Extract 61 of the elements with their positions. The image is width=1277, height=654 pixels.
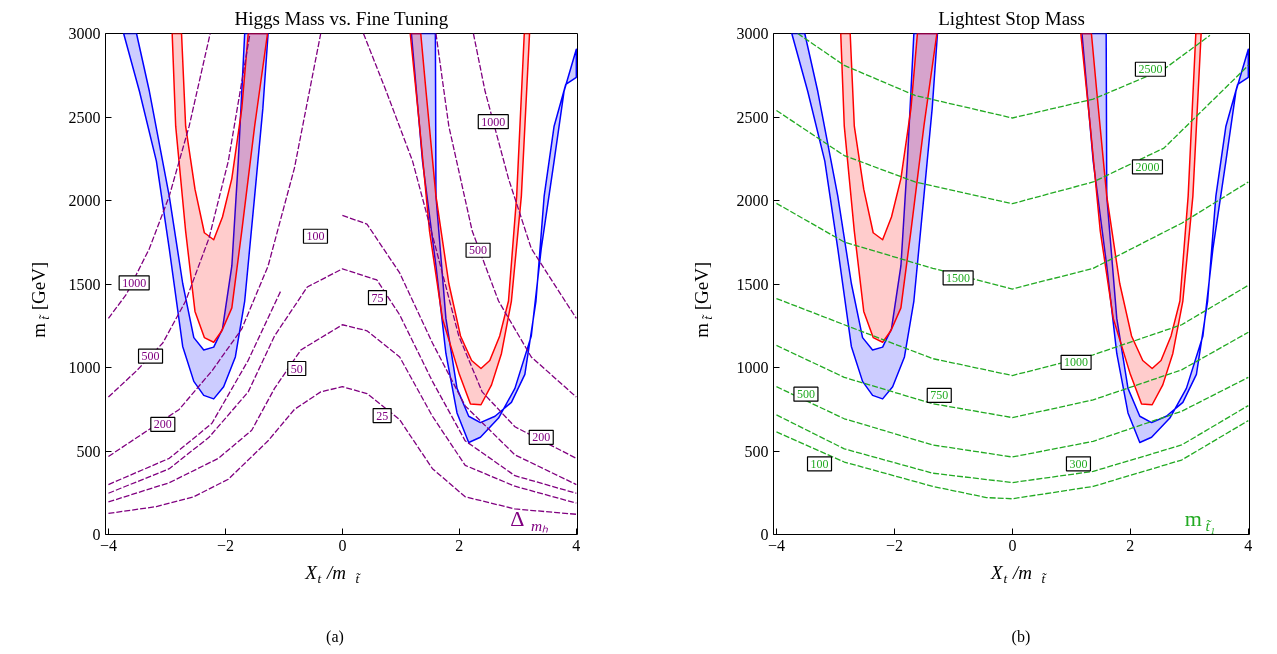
- y-tick-label: 1000: [736, 359, 769, 376]
- annotation: 1000: [1064, 355, 1089, 370]
- x-tick-label: 4: [1244, 536, 1253, 554]
- x-tick-label: 2: [455, 536, 464, 554]
- x-tick-label: −4: [767, 536, 785, 554]
- annotation: 1000: [122, 275, 147, 290]
- y-axis-title: mt̃ [GeV]: [28, 261, 52, 338]
- annotation: 1000: [481, 114, 506, 129]
- annotation: 300: [1069, 456, 1088, 471]
- annotation: 500: [796, 387, 815, 402]
- x-tick-label: 0: [1008, 536, 1017, 554]
- x-tick-label: −2: [885, 536, 903, 554]
- x-tick-label: −2: [216, 536, 234, 554]
- y-tick-label: 2500: [68, 108, 101, 126]
- line-series: [775, 64, 1249, 205]
- line-series: [435, 33, 577, 398]
- line-series: [775, 331, 1249, 419]
- line-series: [107, 33, 211, 320]
- annotation: 500: [469, 243, 488, 258]
- x-tick-label: 2: [1126, 536, 1135, 554]
- annotation: 75: [371, 290, 384, 305]
- y-tick-label: 1500: [736, 275, 769, 293]
- y-tick-label: 500: [744, 442, 769, 460]
- y-axis-title: mt̃ [GeV]: [691, 261, 715, 338]
- y-tick-label: 500: [76, 442, 101, 460]
- annotation: 100: [810, 456, 829, 471]
- line-series: [775, 404, 1249, 484]
- x-tick-label: 0: [338, 536, 347, 554]
- line-series: [775, 419, 1249, 500]
- chart-title: Higgs Mass vs. Fine Tuning: [234, 7, 449, 29]
- line-series: [107, 33, 322, 458]
- annotation: 25: [376, 408, 389, 423]
- annotation: 200: [532, 430, 551, 445]
- annotation: 200: [153, 417, 172, 432]
- line-series: [775, 181, 1249, 290]
- y-tick-label: 1000: [68, 359, 101, 376]
- annotation: 750: [930, 388, 949, 403]
- annotation: 2500: [1138, 62, 1163, 77]
- x-tick-label: 4: [572, 536, 581, 554]
- annotation: 50: [290, 361, 303, 376]
- annotation: 100: [306, 229, 325, 244]
- y-tick-label: 2000: [68, 192, 101, 209]
- y-tick-label: 3000: [736, 25, 769, 42]
- line-series: [107, 33, 251, 398]
- y-tick-label: 3000: [68, 25, 101, 42]
- line-series: [107, 268, 577, 494]
- line-series: [775, 284, 1249, 377]
- line-series: [107, 324, 577, 504]
- y-tick-label: 2000: [736, 192, 769, 209]
- annotation: 500: [141, 349, 160, 364]
- annotation: 2000: [1135, 159, 1160, 174]
- y-tick-label: 2500: [736, 108, 769, 126]
- y-tick-label: 1500: [68, 275, 101, 293]
- chart-title: Lightest Stop Mass: [938, 7, 1085, 29]
- x-tick-label: −4: [99, 536, 117, 554]
- annotation: 1500: [946, 270, 971, 285]
- line-series: [362, 33, 577, 459]
- line-series: [797, 33, 1211, 119]
- line-series: [775, 376, 1249, 458]
- text: (b): [1011, 628, 1031, 646]
- text: (a): [326, 628, 344, 646]
